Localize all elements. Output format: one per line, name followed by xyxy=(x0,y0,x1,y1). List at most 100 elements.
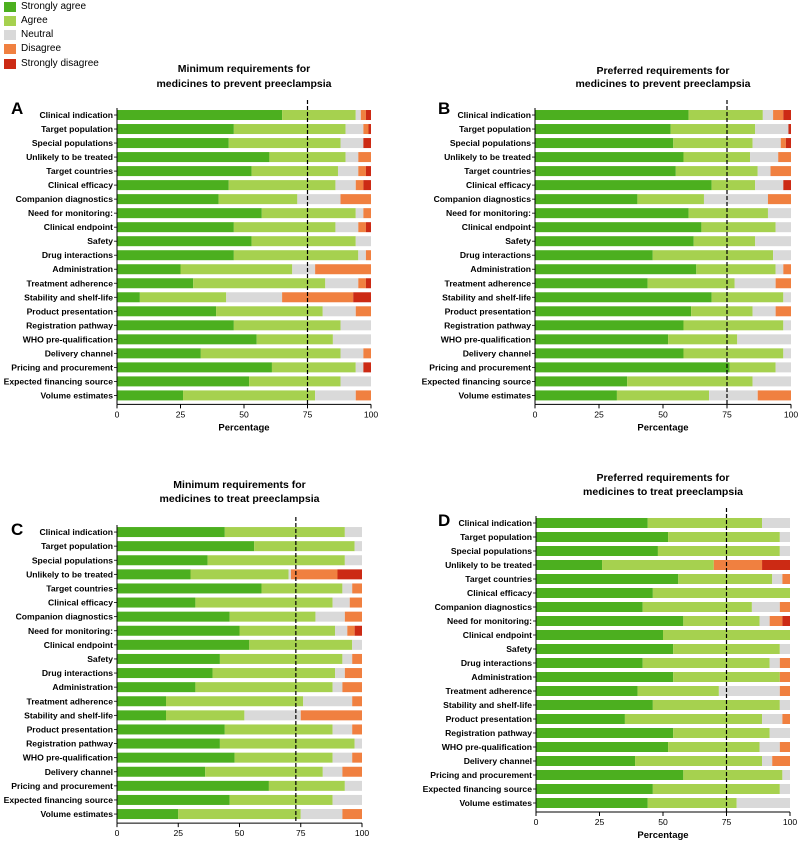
bar-strongly-agree xyxy=(536,532,669,542)
bar-strongly-agree xyxy=(535,320,684,331)
bar-agree xyxy=(229,611,316,622)
bar-agree xyxy=(254,541,355,552)
bar-neutral xyxy=(355,110,361,121)
category-label: Clinical efficacy xyxy=(466,180,531,190)
bar-neutral xyxy=(226,292,283,303)
category-label: Clinical efficacy xyxy=(467,588,532,598)
x-tick-label: 75 xyxy=(303,409,313,419)
bar-neutral xyxy=(775,264,784,275)
bar-disagree xyxy=(713,560,763,570)
bar-agree xyxy=(652,588,790,598)
category-label: Treatment adherence xyxy=(445,278,532,288)
bar-neutral xyxy=(332,682,343,693)
category-label: Target countries xyxy=(46,583,113,593)
bar-disagree xyxy=(352,583,362,594)
bar-agree xyxy=(261,208,356,219)
bar-strongly-agree xyxy=(117,208,262,219)
bar-strongly-agree xyxy=(117,376,250,387)
bar-agree xyxy=(673,138,753,149)
bar-neutral xyxy=(779,784,790,794)
bar-neutral xyxy=(297,194,341,205)
bar-neutral xyxy=(335,625,348,636)
bar-agree xyxy=(178,809,301,820)
category-label: Safety xyxy=(87,236,113,246)
category-label: Registration pathway xyxy=(445,728,532,738)
bar-neutral xyxy=(355,208,364,219)
bar-strongly-disagree xyxy=(365,110,371,121)
category-label: Safety xyxy=(505,236,531,246)
category-label: Clinical endpoint xyxy=(463,630,532,640)
bar-neutral xyxy=(335,180,356,191)
category-label: Product presentation xyxy=(27,306,113,316)
bar-strongly-agree xyxy=(117,780,269,791)
bar-disagree xyxy=(363,208,371,219)
bar-neutral xyxy=(755,124,789,135)
bar-disagree xyxy=(349,597,362,608)
bar-strongly-agree xyxy=(117,222,234,233)
bar-neutral xyxy=(718,686,780,696)
category-label: Companion diagnostics xyxy=(16,194,114,204)
bar-strongly-agree xyxy=(117,682,196,693)
bar-strongly-disagree xyxy=(368,124,371,135)
bar-neutral xyxy=(344,527,362,538)
bar-neutral xyxy=(757,166,771,177)
bar-disagree xyxy=(355,306,371,317)
category-label: Volume estimates xyxy=(41,809,114,819)
bar-disagree xyxy=(365,250,371,261)
bar-disagree xyxy=(352,724,362,735)
category-label: Expected financing source xyxy=(422,376,532,386)
bar-neutral xyxy=(315,390,356,401)
category-label: Companion diagnostics xyxy=(16,612,114,622)
category-label: Pricing and procurement xyxy=(430,770,532,780)
legend-label: Neutral xyxy=(21,29,54,40)
legend-label: Agree xyxy=(21,15,48,26)
category-label: WHO pre-qualification xyxy=(442,742,532,752)
bar-strongly-agree xyxy=(117,264,181,275)
category-label: WHO pre-qualification xyxy=(23,334,113,344)
bar-disagree xyxy=(779,602,790,612)
bar-strongly-agree xyxy=(535,222,702,233)
bar-disagree xyxy=(769,616,783,626)
bar-strongly-agree xyxy=(536,588,653,598)
category-label: Delivery channel xyxy=(45,767,113,777)
chart-panel-d: D Preferred requirements for medicines to … xyxy=(423,472,798,841)
chart-panel-c: C Minimum requirements for medicines to tr… xyxy=(4,479,370,842)
category-label: Target population xyxy=(41,541,113,551)
bar-strongly-agree xyxy=(117,639,250,650)
bar-neutral xyxy=(322,306,356,317)
chart-title: Preferred requirements for xyxy=(596,65,729,77)
bar-strongly-agree xyxy=(117,541,255,552)
bar-agree xyxy=(228,138,341,149)
category-label: Clinical endpoint xyxy=(44,222,113,232)
bar-neutral xyxy=(332,724,353,735)
category-label: Treatment adherence xyxy=(27,696,114,706)
x-tick-label: 25 xyxy=(594,409,604,419)
bar-strongly-agree xyxy=(536,630,663,640)
bar-strongly-agree xyxy=(536,770,684,780)
bar-disagree xyxy=(783,264,791,275)
bar-strongly-agree xyxy=(535,390,617,401)
bar-neutral xyxy=(737,334,791,345)
bar-neutral xyxy=(779,700,790,710)
bar-agree xyxy=(647,278,735,289)
bar-agree xyxy=(193,278,326,289)
bar-disagree xyxy=(363,348,371,359)
bar-strongly-disagree xyxy=(783,110,791,121)
bar-disagree xyxy=(778,152,791,163)
panel-letter: D xyxy=(438,511,450,530)
x-tick-label: 25 xyxy=(176,409,186,419)
bar-strongly-agree xyxy=(117,668,213,679)
bar-disagree xyxy=(282,292,354,303)
bar-disagree xyxy=(300,710,362,721)
bar-neutral xyxy=(736,798,790,808)
bar-neutral xyxy=(779,546,790,556)
bar-strongly-agree xyxy=(535,362,730,373)
chart-legend: Strongly agree Agree Neutral Disagree St… xyxy=(0,0,140,74)
bar-disagree xyxy=(770,166,791,177)
bar-strongly-agree xyxy=(117,194,219,205)
bar-agree xyxy=(195,682,333,693)
bar-neutral xyxy=(345,152,359,163)
bar-neutral xyxy=(759,616,770,626)
bar-disagree xyxy=(290,569,338,580)
bar-neutral xyxy=(337,166,359,177)
